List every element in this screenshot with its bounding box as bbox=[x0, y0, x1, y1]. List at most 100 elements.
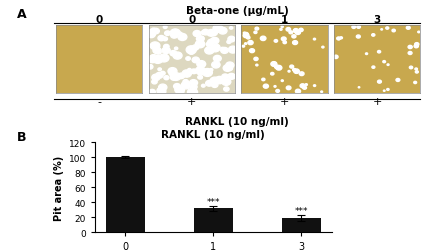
Text: 0: 0 bbox=[95, 15, 102, 25]
Circle shape bbox=[171, 73, 181, 81]
Circle shape bbox=[243, 34, 249, 38]
Title: RANKL (10 ng/ml): RANKL (10 ng/ml) bbox=[161, 129, 264, 139]
Circle shape bbox=[407, 52, 411, 55]
Circle shape bbox=[168, 68, 177, 75]
Circle shape bbox=[157, 88, 162, 93]
Circle shape bbox=[337, 38, 339, 40]
Circle shape bbox=[189, 80, 197, 87]
Circle shape bbox=[405, 27, 409, 30]
Circle shape bbox=[377, 51, 380, 54]
Circle shape bbox=[304, 84, 307, 86]
Circle shape bbox=[202, 69, 212, 77]
Circle shape bbox=[225, 63, 233, 69]
Circle shape bbox=[253, 58, 258, 61]
Circle shape bbox=[190, 70, 197, 74]
Circle shape bbox=[182, 70, 191, 78]
Circle shape bbox=[415, 72, 418, 74]
Circle shape bbox=[287, 71, 289, 73]
Circle shape bbox=[175, 86, 184, 94]
Text: 3: 3 bbox=[373, 15, 380, 25]
Circle shape bbox=[333, 56, 337, 59]
Circle shape bbox=[151, 29, 155, 32]
Circle shape bbox=[162, 48, 170, 54]
Circle shape bbox=[260, 37, 265, 41]
Circle shape bbox=[177, 74, 184, 79]
Circle shape bbox=[221, 75, 228, 80]
Circle shape bbox=[192, 58, 199, 64]
Circle shape bbox=[195, 41, 204, 48]
Circle shape bbox=[385, 28, 388, 30]
Circle shape bbox=[247, 41, 252, 46]
Text: +: + bbox=[279, 96, 289, 106]
Circle shape bbox=[263, 85, 268, 89]
Text: RANKL (10 ng/ml): RANKL (10 ng/ml) bbox=[185, 116, 288, 126]
Circle shape bbox=[295, 71, 297, 73]
Text: -: - bbox=[97, 96, 101, 106]
Circle shape bbox=[275, 66, 281, 71]
Circle shape bbox=[395, 79, 399, 82]
Y-axis label: Pit area (%): Pit area (%) bbox=[54, 155, 64, 220]
Circle shape bbox=[215, 77, 224, 84]
Circle shape bbox=[351, 26, 355, 29]
Bar bbox=[281, 218, 320, 232]
Circle shape bbox=[201, 32, 205, 35]
Circle shape bbox=[380, 30, 382, 31]
Circle shape bbox=[357, 87, 359, 88]
Circle shape bbox=[383, 91, 384, 92]
Circle shape bbox=[274, 66, 278, 69]
Circle shape bbox=[273, 86, 275, 88]
Circle shape bbox=[286, 28, 290, 32]
Circle shape bbox=[227, 74, 235, 80]
Circle shape bbox=[270, 73, 273, 76]
Circle shape bbox=[223, 66, 231, 72]
Circle shape bbox=[243, 33, 248, 37]
Circle shape bbox=[151, 75, 160, 81]
Circle shape bbox=[295, 32, 300, 35]
Circle shape bbox=[170, 75, 178, 81]
Circle shape bbox=[207, 40, 215, 46]
Circle shape bbox=[197, 61, 205, 68]
Circle shape bbox=[243, 33, 245, 35]
Circle shape bbox=[302, 87, 306, 90]
Circle shape bbox=[218, 79, 221, 82]
Circle shape bbox=[202, 30, 209, 36]
Text: B: B bbox=[17, 130, 27, 143]
Circle shape bbox=[255, 65, 257, 67]
Circle shape bbox=[157, 68, 161, 71]
Circle shape bbox=[299, 84, 304, 88]
Circle shape bbox=[210, 38, 218, 45]
Circle shape bbox=[201, 85, 205, 88]
Circle shape bbox=[283, 42, 286, 44]
Circle shape bbox=[181, 82, 190, 90]
Circle shape bbox=[160, 72, 165, 76]
Circle shape bbox=[210, 31, 217, 36]
Text: +: + bbox=[187, 96, 196, 106]
Circle shape bbox=[158, 36, 164, 42]
Circle shape bbox=[153, 48, 161, 54]
Circle shape bbox=[170, 30, 180, 38]
Circle shape bbox=[313, 86, 315, 87]
Circle shape bbox=[169, 51, 176, 57]
Circle shape bbox=[177, 90, 184, 95]
Circle shape bbox=[261, 79, 264, 82]
Circle shape bbox=[382, 61, 384, 64]
Circle shape bbox=[295, 90, 300, 94]
Circle shape bbox=[220, 48, 224, 51]
Circle shape bbox=[291, 36, 295, 39]
Circle shape bbox=[200, 38, 203, 40]
Circle shape bbox=[226, 41, 230, 44]
Circle shape bbox=[320, 92, 322, 93]
Circle shape bbox=[187, 69, 191, 72]
Text: 0: 0 bbox=[188, 15, 195, 25]
Circle shape bbox=[209, 69, 212, 72]
Circle shape bbox=[147, 30, 156, 37]
Circle shape bbox=[204, 48, 214, 55]
Circle shape bbox=[377, 81, 381, 84]
Circle shape bbox=[242, 46, 244, 48]
Circle shape bbox=[192, 46, 198, 51]
Circle shape bbox=[220, 48, 228, 54]
Circle shape bbox=[211, 62, 220, 69]
Circle shape bbox=[205, 81, 212, 87]
Circle shape bbox=[279, 29, 281, 31]
Circle shape bbox=[174, 48, 177, 50]
